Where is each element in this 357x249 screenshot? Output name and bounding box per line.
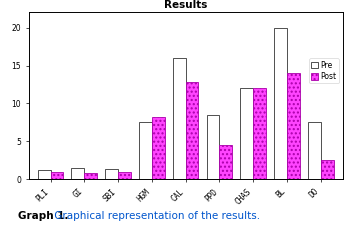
Bar xyxy=(152,117,165,179)
Bar xyxy=(71,168,84,179)
Legend: Pre, Post: Pre, Post xyxy=(309,59,339,83)
Bar xyxy=(274,28,287,179)
Bar xyxy=(84,173,97,179)
Text: Graphical representation of the results.: Graphical representation of the results. xyxy=(51,211,260,221)
Bar xyxy=(105,169,118,179)
Bar xyxy=(38,170,51,179)
Bar xyxy=(186,82,198,179)
Bar xyxy=(51,172,63,179)
Bar xyxy=(308,123,321,179)
Bar xyxy=(139,123,152,179)
Bar xyxy=(118,172,131,179)
Bar xyxy=(321,160,333,179)
Bar xyxy=(253,88,266,179)
Bar xyxy=(287,73,300,179)
Bar xyxy=(173,58,186,179)
Bar xyxy=(240,88,253,179)
Bar xyxy=(207,115,220,179)
Bar xyxy=(220,145,232,179)
Title: Graphic Representation of the
Results: Graphic Representation of the Results xyxy=(96,0,275,10)
Text: Graph 1.: Graph 1. xyxy=(17,211,68,221)
